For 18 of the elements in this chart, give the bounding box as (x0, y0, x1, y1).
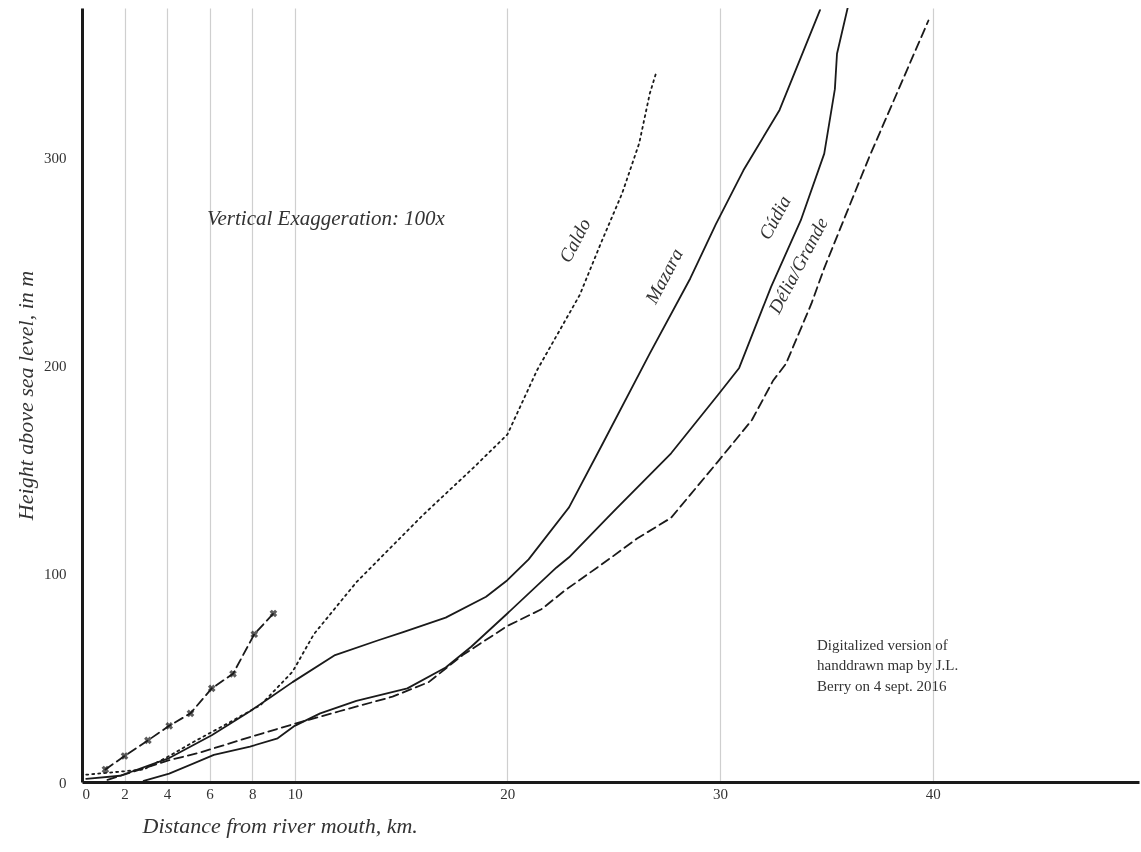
x-axis-title: Distance from river mouth, km. (141, 812, 418, 838)
y-tick-label: 0 (59, 774, 67, 791)
y-tick-label: 300 (44, 150, 67, 167)
x-tick-label: 20 (500, 785, 516, 802)
x-tick-label: 2 (121, 785, 129, 802)
text: Caldo (554, 215, 595, 266)
y-tick-label: 200 (44, 358, 67, 375)
x-tick-label: 6 (206, 785, 215, 802)
annotation: Vertical Exaggeration: 100x (207, 206, 446, 230)
x-tick-label: 0 (82, 785, 90, 802)
x-tick-label: 40 (925, 785, 941, 802)
y-axis-title: Height above sea level, in m (13, 270, 38, 522)
x-tick-label: 10 (287, 785, 303, 802)
y-tick-label: 100 (44, 566, 67, 583)
x-tick-label: 8 (248, 785, 257, 802)
x-tick-label: 4 (163, 785, 172, 802)
x-tick-label: 30 (713, 785, 729, 802)
annotation: Digitalized version of handdrawn map by J.L. Berry on 4 sept. 2016 (817, 637, 959, 694)
